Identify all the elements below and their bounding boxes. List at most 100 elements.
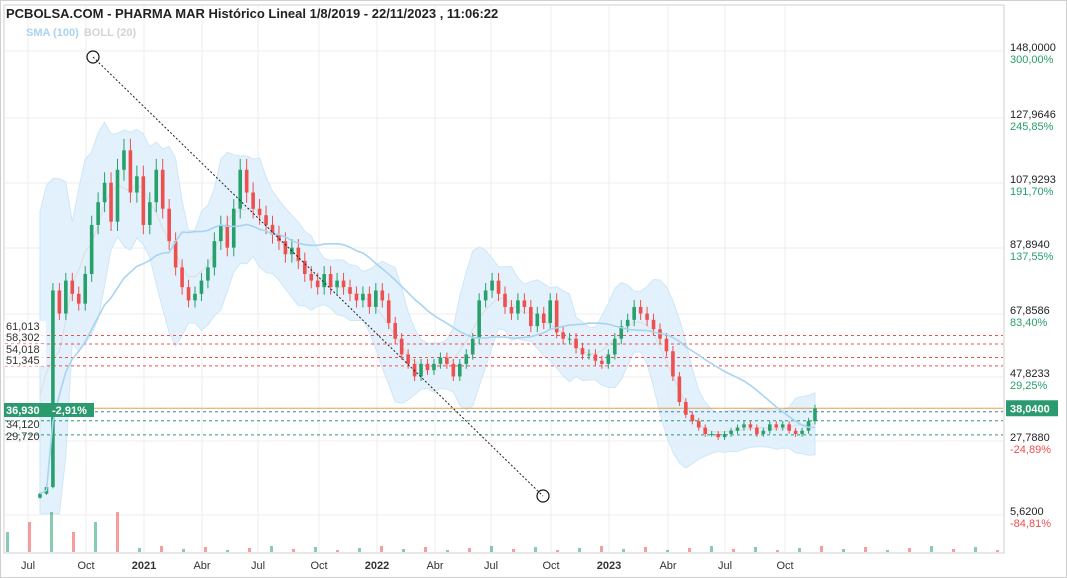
candle-body (619, 326, 624, 339)
volume-bar (138, 548, 141, 552)
y-axis-percent: 29,25% (1010, 380, 1048, 392)
boll-legend[interactable]: BOLL (20) (83, 27, 137, 39)
y-axis-value: 47,8233 (1010, 368, 1050, 380)
volume-bar (688, 548, 691, 552)
volume-bar (490, 546, 493, 552)
level-label: 34,120 (6, 419, 40, 431)
candle-body (283, 241, 288, 255)
candle-body (348, 287, 352, 294)
candle-body (787, 424, 791, 431)
volume-bar (50, 512, 53, 552)
volume-bar (270, 546, 273, 552)
candle-body (89, 224, 94, 275)
candle-body (671, 351, 675, 377)
x-axis-label: Abr (193, 560, 210, 572)
candle-body (567, 338, 572, 340)
sma-legend[interactable]: SMA (100) (26, 27, 79, 39)
candle-body (96, 202, 100, 225)
candle-body (735, 427, 740, 431)
support-resistance-levels (5, 335, 1003, 436)
candle-body (561, 332, 565, 339)
volume-bar (182, 549, 185, 552)
level-label: -2,91% (52, 405, 87, 417)
volume-bar (556, 550, 559, 552)
x-axis-label: Jul (21, 560, 35, 572)
candle-body (438, 357, 443, 364)
level-label-bg (4, 355, 46, 366)
candle-body (199, 280, 204, 294)
candle-body (115, 169, 120, 222)
candle-body (464, 354, 469, 364)
candle-body (780, 424, 785, 428)
volume-bar (732, 549, 735, 552)
candle-body (425, 363, 430, 371)
x-axis-label: Oct (776, 560, 793, 572)
candle-body (742, 424, 746, 428)
candle-body (186, 287, 191, 301)
volume-bar (930, 546, 933, 552)
volume-bar (908, 548, 911, 552)
x-axis-label: Abr (659, 560, 676, 572)
volume-bar (996, 550, 999, 552)
candle-body (322, 274, 326, 288)
volume-bar (512, 549, 515, 552)
candle-body (160, 169, 165, 209)
candle-body (793, 430, 798, 434)
level-label: 51,345 (6, 355, 40, 367)
candle-body (496, 280, 501, 294)
candle-body (483, 290, 488, 301)
candle-body (593, 354, 598, 361)
x-axis-label: 2021 (132, 560, 156, 572)
last-price-label: 38,0400 (1010, 403, 1050, 415)
candle-body (361, 293, 365, 301)
volume-bar (886, 550, 889, 552)
y-axis-value: 5,6200 (1010, 506, 1044, 518)
chart-title: PCBOLSA.COM - PHARMA MAR Histórico Linea… (6, 6, 499, 21)
candle-body (238, 169, 243, 209)
volume-bar (336, 550, 339, 552)
candle-body (135, 176, 139, 193)
candle-body (716, 433, 720, 438)
candle-body (722, 433, 727, 438)
candle-body (451, 363, 456, 377)
volume-bar (578, 548, 581, 552)
level-label: 54,018 (6, 344, 40, 356)
candle-body (703, 427, 708, 434)
trendline (86, 50, 550, 503)
candle-body (457, 363, 462, 377)
candle-body (587, 354, 591, 356)
candle-body (141, 176, 146, 225)
candle-body (257, 208, 262, 216)
plot-border (3, 4, 1005, 554)
candle-body (529, 306, 533, 327)
x-axis-label: Oct (77, 560, 94, 572)
volume-bar (710, 546, 713, 552)
candle-body (516, 300, 520, 314)
candle-body (541, 313, 546, 323)
candle-body (664, 338, 669, 352)
candle-body (264, 215, 268, 225)
level-label-bg (4, 321, 46, 332)
candle-body (677, 376, 682, 402)
candle-body (774, 424, 779, 428)
candle-body (638, 306, 643, 314)
candle-body (580, 348, 585, 355)
candle-body (83, 274, 88, 304)
x-axis-label: 2022 (365, 560, 389, 572)
candle-body (102, 182, 107, 203)
y-axis-value: 27,7880 (1010, 432, 1050, 444)
candle-body (380, 290, 385, 301)
level-label: 58,302 (6, 332, 40, 344)
candle-body (432, 363, 436, 371)
candle-body (328, 274, 333, 288)
x-axis: Jul Oct 2021 Abr Jul Oct 2022 Abr Jul Oct 2023 Abr J… (21, 560, 794, 572)
volume-bar (666, 550, 669, 552)
candle-body (193, 293, 197, 301)
y-axis-percent: 300,00% (1010, 54, 1054, 66)
candle-body (470, 338, 475, 355)
candle-body (709, 433, 714, 435)
candle-body (651, 319, 656, 330)
